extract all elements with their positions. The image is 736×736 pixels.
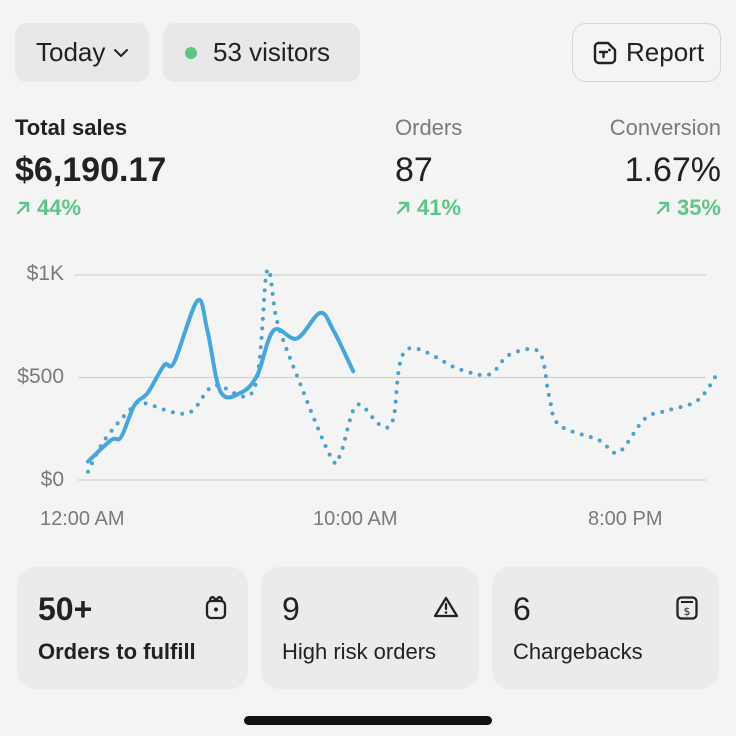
metric-label: Conversion	[609, 115, 721, 140]
metric-delta-value: 44%	[37, 195, 82, 220]
live-dot-icon	[185, 46, 197, 59]
trend-up-icon	[395, 200, 417, 216]
report-label: Report	[626, 37, 705, 67]
top-bar: Today 53 visitors Report	[15, 23, 721, 82]
x-tick-label: 12:00 AM	[40, 508, 125, 530]
trend-up-icon	[655, 200, 677, 216]
home-indicator[interactable]	[244, 716, 492, 725]
metric-delta-value: 35%	[676, 195, 721, 220]
package-icon	[204, 595, 228, 626]
sales-chart[interactable]: $1K $500 $0 12:00 AM 10:00 AM 8:00 PM	[0, 250, 736, 540]
report-icon	[592, 40, 626, 66]
date-filter-label: Today	[36, 37, 106, 67]
visitors-label: 53 visitors	[213, 37, 331, 67]
card-orders-to-fulfill[interactable]: 50+ Orders to fulfill	[17, 567, 248, 689]
x-tick-label: 10:00 AM	[313, 508, 398, 530]
live-visitors-badge[interactable]: 53 visitors	[163, 23, 360, 82]
today-series-line	[86, 297, 356, 464]
comparison-series-line	[86, 267, 720, 474]
card-value: 6	[513, 591, 531, 627]
card-label: Orders to fulfill	[38, 639, 196, 664]
card-value: 9	[282, 591, 300, 627]
metric-delta: 41%	[395, 194, 462, 222]
y-tick-label: $1K	[26, 262, 64, 285]
card-label: Chargebacks	[513, 639, 643, 664]
metric-label: Total sales	[15, 115, 128, 140]
metric-delta: 44%	[15, 194, 166, 222]
card-chargebacks[interactable]: 6 Chargebacks $	[492, 567, 719, 689]
metric-conversion[interactable]: Conversion 1.67% 35%	[610, 114, 721, 222]
metric-delta: 35%	[610, 194, 721, 222]
date-filter-dropdown[interactable]: Today	[15, 23, 149, 82]
chevron-down-icon	[113, 48, 129, 58]
report-button[interactable]: Report	[572, 23, 721, 82]
chargeback-icon: $	[675, 595, 699, 626]
chart-plot-area	[74, 267, 720, 481]
y-tick-label: $0	[40, 468, 64, 491]
metric-orders[interactable]: Orders 87 41%	[395, 114, 462, 222]
summary-cards: 50+ Orders to fulfill 9 High risk orders…	[17, 567, 719, 689]
metric-value: $6,190.17	[15, 151, 167, 189]
metric-delta-value: 41%	[417, 195, 462, 220]
metric-value: 1.67%	[624, 151, 721, 189]
y-tick-label: $500	[17, 365, 64, 388]
metric-total-sales[interactable]: Total sales $6,190.17 44%	[15, 114, 166, 222]
metric-label: Orders	[395, 115, 463, 140]
metric-value: 87	[395, 151, 433, 189]
warning-icon	[433, 595, 459, 624]
card-value: 50+	[38, 591, 93, 627]
trend-up-icon	[15, 200, 37, 216]
card-high-risk-orders[interactable]: 9 High risk orders	[261, 567, 479, 689]
x-tick-label: 8:00 PM	[588, 508, 663, 530]
svg-text:$: $	[684, 605, 691, 618]
card-label: High risk orders	[282, 639, 437, 664]
